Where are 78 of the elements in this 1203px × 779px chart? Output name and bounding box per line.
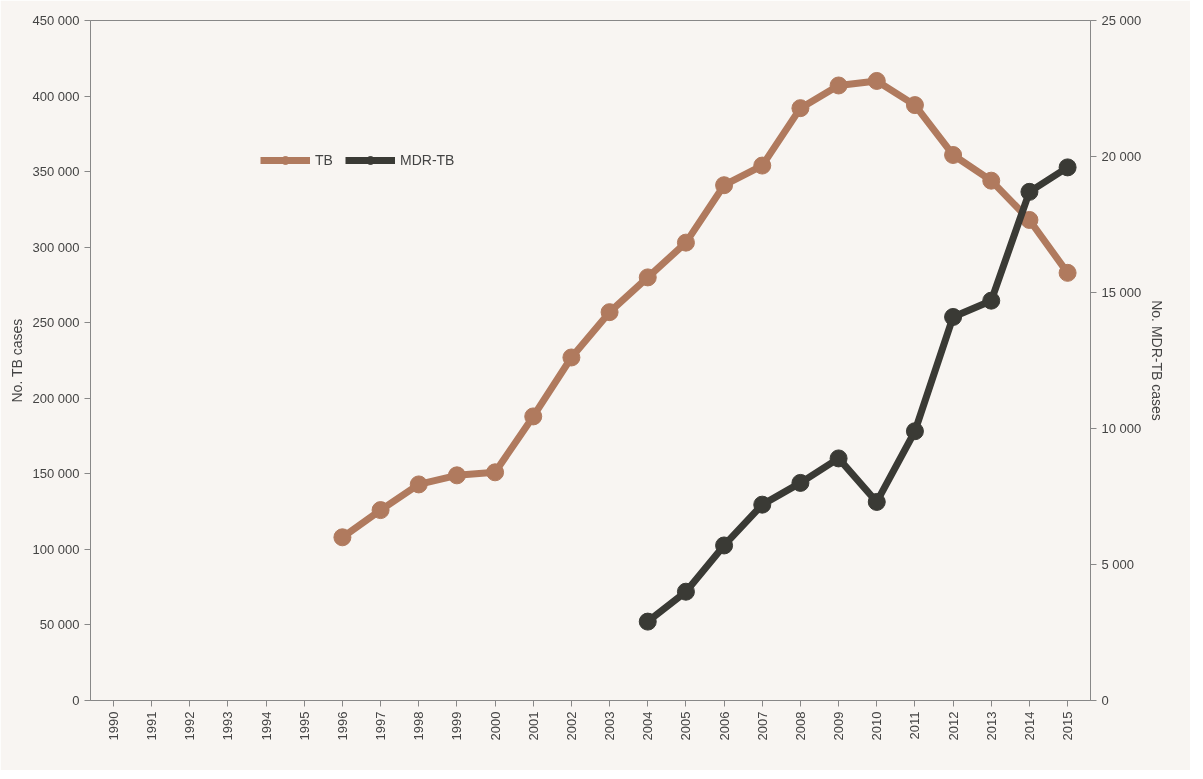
y-tick-label: 450 000 [32, 13, 80, 28]
y-tick-label: 250 000 [32, 315, 80, 331]
x-tick-label: 1990 [105, 711, 121, 741]
legend-label: MDR-TB [400, 152, 455, 168]
x-tick-label: 1999 [449, 711, 465, 741]
point [944, 308, 963, 326]
point [638, 612, 657, 631]
x-tick-label: 2014 [1021, 711, 1037, 741]
y2-tick-label: 0 [1101, 693, 1109, 708]
x-tick-label: 2006 [716, 711, 732, 741]
point [829, 76, 848, 95]
x-tick-label: 2007 [754, 711, 770, 741]
y2-tick-label: 15 000 [1101, 285, 1142, 300]
point [447, 466, 466, 485]
point [638, 268, 657, 287]
point [486, 463, 505, 482]
y2-tick-label: 25 000 [1101, 13, 1142, 28]
x-tick-label: 2010 [869, 711, 885, 741]
y2-tick-label: 5 000 [1101, 557, 1135, 572]
point [715, 176, 734, 195]
x-tick-label: 2000 [487, 711, 503, 741]
y-tick-label: 200 000 [32, 390, 80, 406]
y-tick-label: 0 [72, 693, 80, 708]
x-tick-label: 1993 [220, 711, 236, 741]
x-tick-label: 1997 [373, 711, 389, 741]
x-tick-label: 2008 [792, 711, 808, 741]
point [753, 156, 772, 175]
y2-tick-label: 10 000 [1101, 421, 1142, 436]
y-tick-label: 50 000 [39, 617, 80, 633]
y-tick-label: 100 000 [32, 541, 80, 557]
point [791, 473, 810, 492]
point [1020, 210, 1039, 229]
point [1058, 263, 1077, 282]
y2-tick-label: 20 000 [1101, 149, 1142, 164]
x-tick-label: 1992 [182, 711, 198, 741]
point [905, 96, 924, 115]
x-tick-label: 2009 [831, 711, 847, 741]
x-tick-label: 1995 [296, 711, 312, 741]
x-tick-label: 2003 [602, 711, 618, 741]
point [333, 528, 352, 547]
point [982, 291, 1001, 310]
point [905, 422, 924, 441]
y-axis-title: No. TB cases [8, 318, 25, 403]
point [753, 495, 772, 514]
point [1020, 182, 1039, 201]
point [867, 71, 886, 90]
point [829, 449, 848, 468]
point [676, 233, 695, 252]
y-tick-label: 400 000 [32, 88, 80, 104]
x-tick-label: 2013 [983, 711, 999, 741]
x-tick-label: 2011 [907, 711, 923, 740]
x-tick-label: 2001 [525, 711, 541, 741]
point [715, 536, 734, 555]
x-tick-label: 2005 [678, 711, 694, 741]
point [676, 582, 695, 601]
point [791, 99, 810, 118]
x-tick-label: 2002 [563, 711, 579, 741]
x-tick-label: 1996 [334, 711, 350, 741]
legend-label: TB [315, 152, 334, 168]
point [867, 492, 886, 511]
point [409, 475, 428, 494]
point [944, 146, 963, 164]
x-tick-label: 1991 [144, 711, 160, 741]
point [524, 407, 543, 426]
point [1058, 158, 1077, 177]
point [371, 501, 390, 520]
y-tick-label: 150 000 [32, 466, 80, 482]
y-tick-label: 350 000 [32, 164, 80, 180]
point [982, 171, 1001, 190]
x-tick-label: 2015 [1060, 711, 1076, 741]
y2-axis-title: No. MDR-TB cases [1149, 300, 1166, 421]
x-tick-label: 2004 [640, 711, 656, 741]
x-tick-label: 2012 [945, 711, 961, 741]
point [600, 303, 619, 322]
x-tick-label: 1998 [411, 711, 427, 741]
y-tick-label: 300 000 [32, 239, 80, 255]
point [562, 348, 581, 367]
x-tick-label: 1994 [258, 711, 274, 741]
